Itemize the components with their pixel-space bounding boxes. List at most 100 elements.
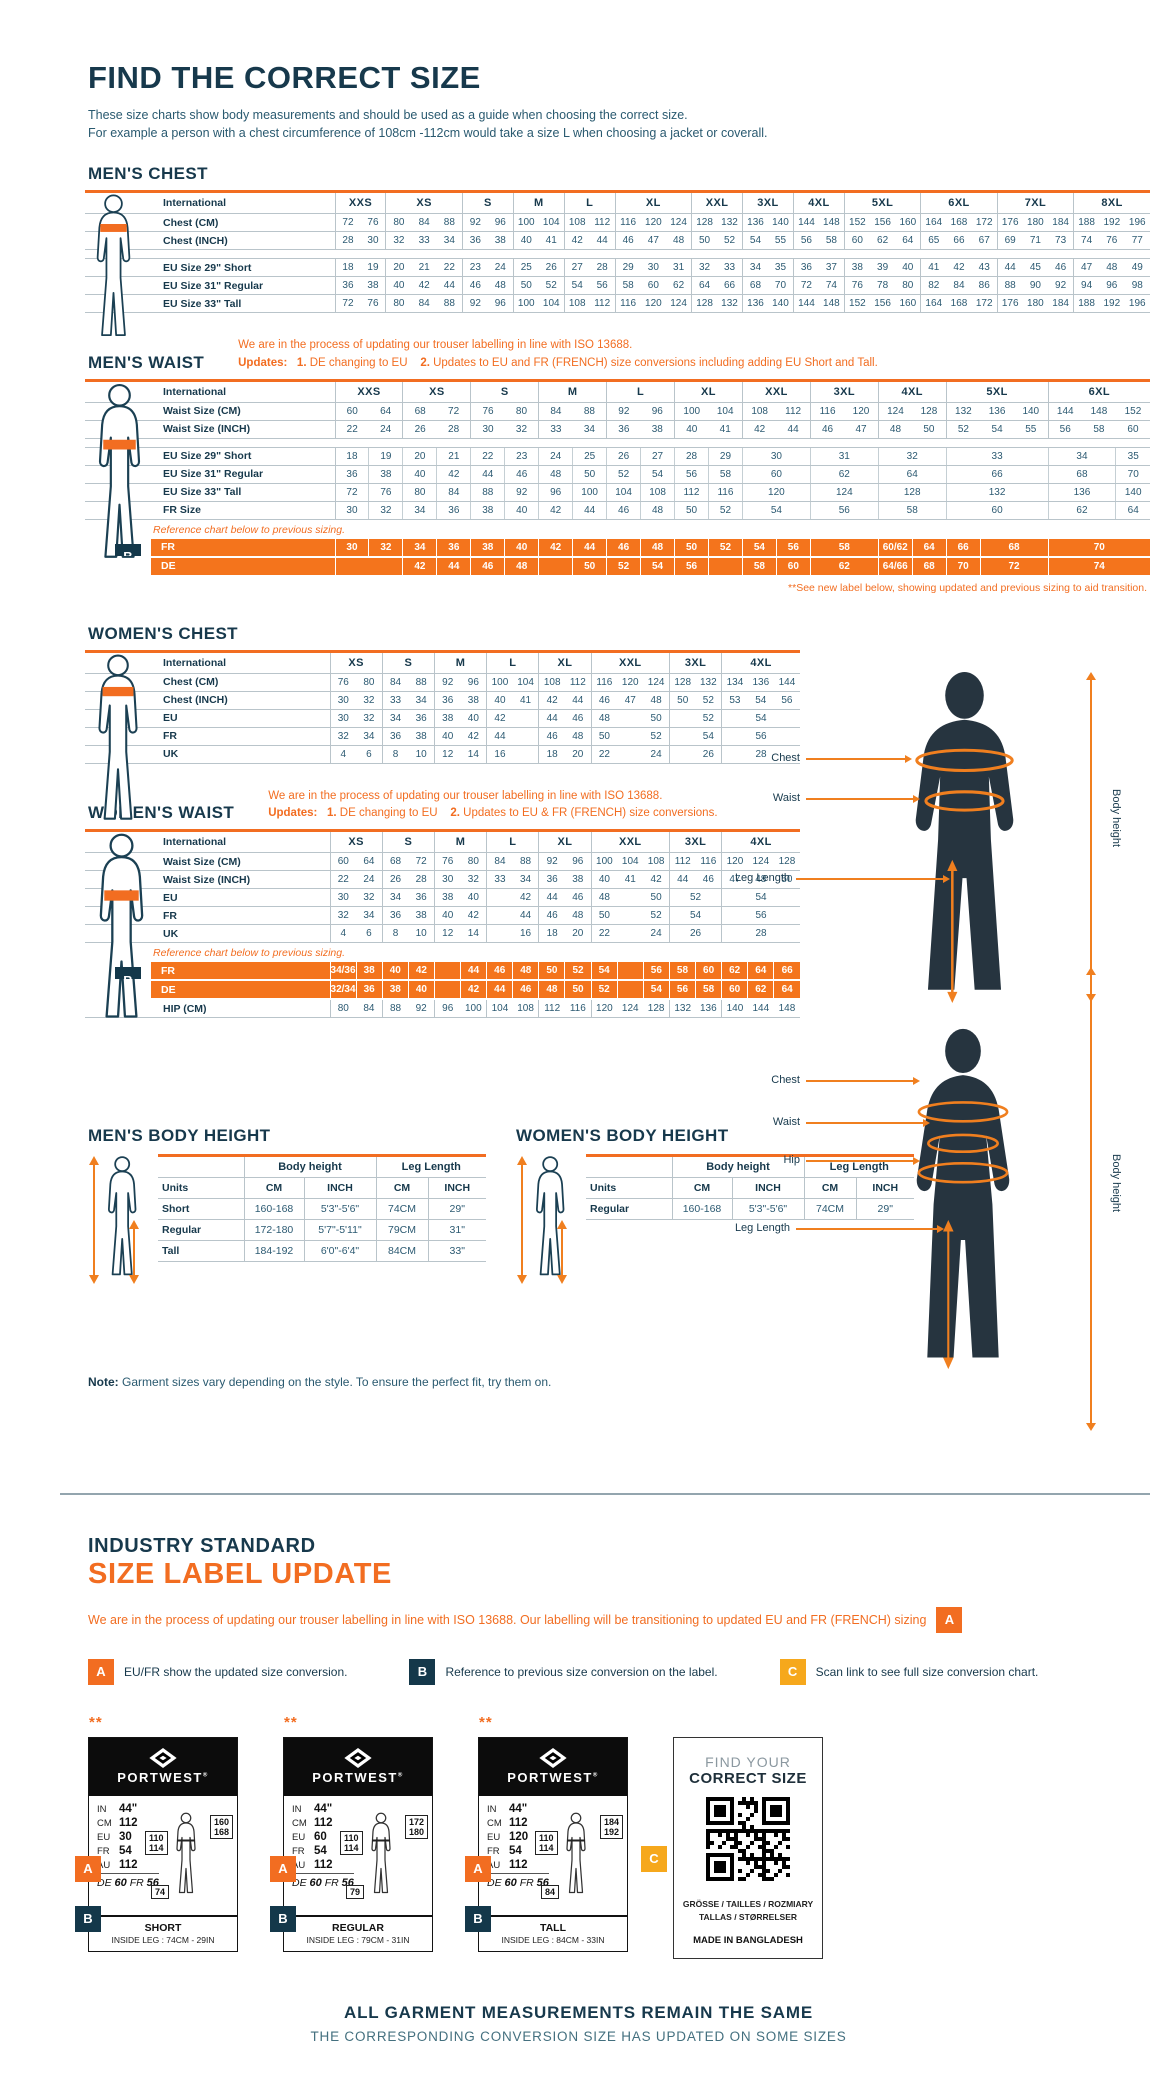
row-label: Short (158, 1198, 244, 1221)
size-cell: 36 (538, 870, 565, 890)
size-cell: 68 (741, 276, 768, 296)
size-header-row: International XS S M L XL XXL 3XL 4XL (85, 830, 800, 854)
male-figure-silhouette (862, 669, 1067, 1004)
size-cell (668, 727, 696, 746)
womens-chest-heading: WOMEN'S CHEST (88, 623, 238, 643)
label-transition-footnote: **See new label below, showing updated a… (788, 581, 1147, 594)
find-your-text: FIND YOUR (705, 1753, 791, 1770)
size-cell: 54 (668, 906, 722, 926)
label-card-footer: SHORT INSIDE LEG : 74CM - 29IN (89, 1914, 237, 1951)
size-cell: 28 (436, 420, 471, 439)
size-cell: 136 (1047, 483, 1116, 502)
height-cell: 5'3"-5'6" (731, 1198, 804, 1221)
size-cell: 32 (504, 420, 539, 439)
size-cell: 52 (643, 727, 670, 746)
size-key: AU (487, 1859, 501, 1871)
size-cell: 32 (877, 447, 947, 466)
size-cell: 26 (402, 420, 437, 439)
size-cell: 44 (538, 888, 565, 908)
size-cell (512, 709, 539, 728)
size-cell: 80 (329, 999, 357, 1019)
size-key: IN (292, 1803, 302, 1815)
size-cell: 120 (640, 294, 667, 314)
row-label: UK (85, 924, 330, 944)
size-cell: 46 (695, 870, 722, 890)
size-cell: 38 (433, 709, 461, 728)
size-cell: 36 (436, 538, 471, 558)
size-cell: 60 (741, 465, 811, 484)
size-cell: 196 (1124, 294, 1150, 314)
size-cell: 34 (402, 501, 437, 520)
size-cell: 136 (980, 402, 1015, 421)
size-header: S (470, 380, 539, 403)
size-cell: 64 (877, 465, 947, 484)
size-cell: 136 (695, 999, 722, 1019)
size-cell: 92 (538, 852, 565, 872)
size-cell: 40 (381, 962, 409, 982)
size-cell: 64 (895, 231, 921, 251)
chest-arrow (806, 1076, 920, 1085)
size-cell: 96 (487, 294, 514, 314)
size-cell (486, 888, 513, 908)
size-cell: 188 (1073, 213, 1100, 233)
size-cell: 108 (640, 483, 675, 502)
height-cell: 160-168 (243, 1198, 304, 1221)
size-cell: 180 (1022, 213, 1049, 233)
size-cell: 77 (1124, 231, 1150, 251)
size-cell: 74 (1073, 231, 1100, 251)
size-cell: 34 (436, 231, 463, 251)
size-cell: 80 (402, 483, 437, 502)
size-cell: 132 (717, 294, 743, 314)
size-cell: 54 (563, 276, 590, 296)
size-cell: 56 (1047, 420, 1082, 439)
garment-label-card: ** PORTWEST® IN 44" CM 112 EU 120 FR 54 AU 112 DE 6… (465, 1714, 628, 1952)
size-key: FR (487, 1845, 500, 1857)
size-cell: 24 (538, 447, 573, 466)
column-header: International (85, 380, 335, 403)
size-cell: 22 (590, 745, 618, 764)
height-row: Regular 172-180 5'7"-5'11" 79CM 31" (158, 1219, 486, 1242)
height-row: Tall 184-192 6'0"-6'4" 84CM 33" (158, 1240, 486, 1263)
registered-mark: ® (592, 1772, 599, 1779)
height-cell: 6'0"-6'4" (303, 1240, 376, 1263)
size-cell: 41 (920, 258, 947, 278)
size-cell: 62 (747, 980, 774, 1001)
size-cell: 66 (773, 962, 800, 982)
size-cell: 156 (869, 294, 896, 314)
size-cell: 47 (844, 420, 879, 439)
size-cell: 72 (334, 483, 369, 502)
size-table: International XS S M L XL XXL 3XL 4XL Waist Size … (85, 829, 800, 1019)
size-cell: 38 (408, 906, 435, 926)
size-cell: 160 (895, 294, 921, 314)
table-row: FR Size 30 32 34 36 38 40 42 44 46 48 50 52 54 56 58 60 6… (85, 501, 1150, 520)
size-cell: 42 (402, 556, 437, 577)
size-value: 44" (314, 1802, 333, 1815)
leg-length-label: Leg Length (734, 1221, 790, 1234)
size-table: International XS S M L XL XXL 3XL 4XL Chest (CM) 7… (85, 649, 800, 764)
size-cell: 108 (512, 999, 539, 1019)
size-cell: 18 (334, 447, 369, 466)
size-cell: 60 (843, 231, 870, 251)
fr-label: FR (324, 1876, 339, 1889)
size-table: International XXS XS S M L XL XXL 3XL 4XL 5XL 6XL Wa… (85, 378, 1150, 577)
size-cell: 66 (717, 276, 743, 296)
size-label-update-section: INDUSTRY STANDARD SIZE LABEL UPDATE We a… (75, 1535, 1137, 1960)
size-cell: 42 (460, 727, 487, 746)
de-value: 60 (114, 1876, 127, 1889)
table-row: FR 32 34 36 38 40 42 44 46 48 50 52 54 56 (85, 906, 800, 926)
size-cell: 62 (666, 276, 692, 296)
label-cards-row: ** PORTWEST® IN 44" CM 112 EU 30 FR 54 AU 112 DE 60… (75, 1714, 1137, 1960)
size-cell: 124 (617, 999, 644, 1019)
size-cell (616, 980, 644, 1001)
table-row: EU Size 33" Tall 72 76 80 84 88 92 96 100 104 108 1… (85, 483, 1150, 502)
size-cell: 192 (1099, 294, 1125, 314)
size-value-row: AU 112 (292, 1859, 344, 1871)
size-cell: 70 (1047, 538, 1150, 558)
garment-label-card: ** PORTWEST® IN 44" CM 112 EU 30 FR 54 AU 112 DE 60… (75, 1714, 238, 1952)
size-cell: 84 (411, 294, 437, 314)
size-header: XXL (590, 651, 670, 674)
footer-line-1: ALL GARMENT MEASUREMENTS REMAIN THE SAME (344, 2003, 813, 2023)
row-label: Chest (CM) (85, 673, 330, 692)
size-values: IN 44" CM 112 EU 30 FR 54 AU 112 DE 60 FR 56 (97, 1803, 159, 1915)
size-cell: 112 (589, 294, 616, 314)
